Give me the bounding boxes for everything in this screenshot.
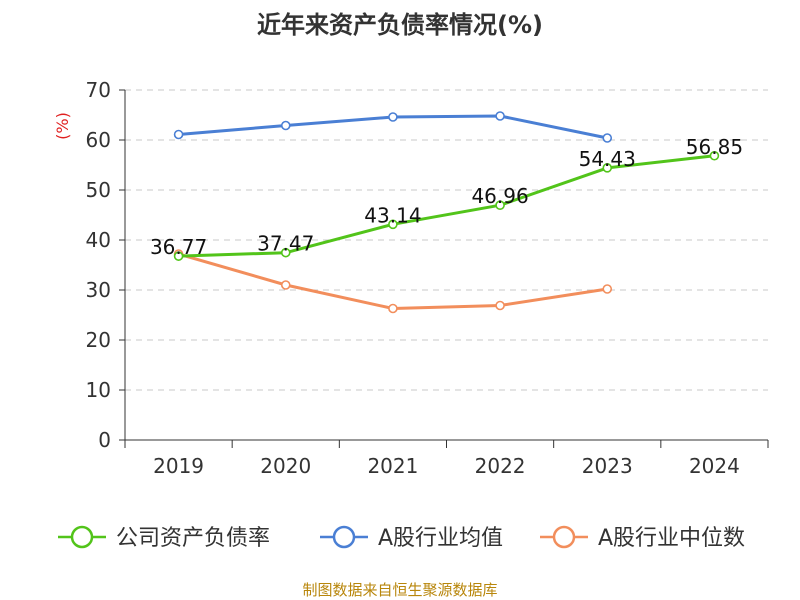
point-2-2021	[388, 303, 398, 314]
y-tick-label-60: 60	[86, 128, 111, 152]
y-tick-labels: 0 10 20 30 40 50 60 70	[86, 78, 111, 452]
point-0-2020	[280, 247, 291, 258]
data-label-2024: 56.85	[686, 135, 743, 159]
point-2-2020	[280, 280, 291, 290]
series-line-2	[178, 252, 608, 310]
legend-label-1: A股行业均值	[378, 526, 503, 551]
data-label-2022: 46.96	[471, 184, 528, 208]
x-tick-label-2019: 2019	[153, 454, 204, 478]
legend: 公司资产负债率 A股行业均值 A股行业中位数	[58, 525, 745, 551]
x-tick-label-2024: 2024	[689, 454, 740, 478]
data-label-2021: 43.14	[364, 203, 421, 227]
point-0-2019	[173, 251, 184, 261]
data-label-2023: 54.43	[579, 147, 636, 171]
grid-lines	[125, 89, 768, 391]
y-tick-label-30: 30	[86, 278, 111, 302]
legend-marker-1	[332, 525, 356, 549]
legend-label-2: A股行业中位数	[598, 526, 745, 551]
series-lines	[173, 111, 720, 314]
data-label-2019: 36.77	[150, 235, 207, 259]
point-0-2021	[388, 219, 398, 230]
legend-marker-2	[552, 525, 576, 549]
point-1-2021	[388, 112, 398, 122]
point-2-2023	[602, 284, 613, 294]
y-tick-label-40: 40	[86, 228, 111, 252]
y-tick-label-70: 70	[86, 78, 111, 102]
x-tick-label-2022: 2022	[475, 454, 526, 478]
data-label-2020: 37.47	[257, 232, 314, 256]
x-tick-label-2021: 2021	[367, 454, 418, 478]
legend-label-0: 公司资产负债率	[116, 526, 270, 551]
y-tick-label-50: 50	[86, 178, 111, 202]
point-1-2023	[602, 133, 613, 143]
axes	[119, 89, 769, 448]
point-1-2022	[495, 111, 505, 121]
y-tick-label-20: 20	[86, 328, 111, 352]
y-axis-unit: (%)	[53, 112, 72, 140]
data-labels: 36.77 37.47 43.14 46.96 54.43 56.85	[150, 135, 743, 259]
y-tick-label-10: 10	[86, 378, 111, 402]
point-2-2022	[495, 300, 505, 311]
source-note: 制图数据来自恒生聚源数据库	[302, 581, 497, 599]
point-0-2024	[709, 150, 720, 161]
point-0-2023	[602, 163, 613, 173]
point-0-2022	[495, 200, 505, 210]
x-tick-label-2023: 2023	[582, 454, 633, 478]
point-1-2020	[280, 120, 291, 131]
x-tick-labels: 2019 2020 2021 2022 2023 2024	[153, 454, 740, 478]
y-tick-label-0: 0	[98, 428, 111, 452]
x-tick-label-2020: 2020	[260, 454, 311, 478]
legend-marker-0	[70, 525, 94, 549]
series-line-0	[178, 154, 715, 258]
chart-title: 近年来资产负债率情况(%)	[257, 11, 543, 39]
point-1-2019	[173, 129, 184, 140]
